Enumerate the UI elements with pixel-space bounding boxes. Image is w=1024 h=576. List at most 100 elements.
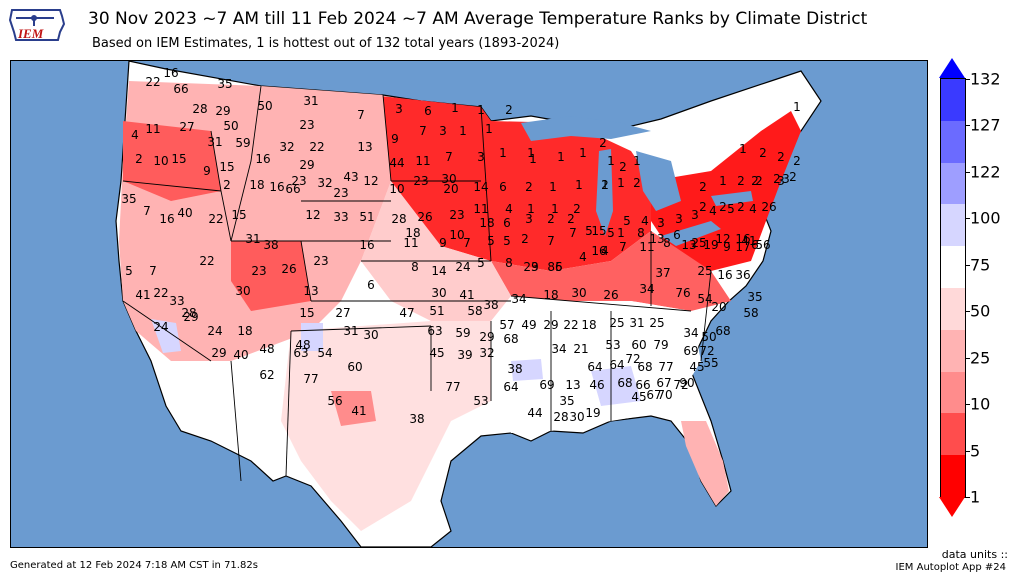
district-rank-label: 32 xyxy=(279,140,295,154)
district-rank-label: 26 xyxy=(281,262,297,276)
district-rank-label: 26 xyxy=(761,200,777,214)
lake-huron xyxy=(636,151,681,211)
iem-logo: IEM xyxy=(8,6,68,48)
district-rank-label: 51 xyxy=(359,210,375,224)
district-rank-label: 15 xyxy=(299,306,315,320)
district-rank-label: 58 xyxy=(743,306,759,320)
district-rank-label: 31 xyxy=(303,94,319,108)
district-rank-label: 28 xyxy=(192,102,208,116)
colorbar-bin xyxy=(941,120,965,163)
district-rank-label: 12 xyxy=(363,174,379,188)
district-rank-label: 2 xyxy=(737,200,745,214)
district-rank-label: 2 xyxy=(547,212,555,226)
district-rank-label: 30 xyxy=(431,286,447,300)
district-rank-label: 31 xyxy=(343,324,359,338)
district-rank-label: 1 xyxy=(633,154,641,168)
colorbar-bin xyxy=(941,413,965,456)
district-rank-label: 16 xyxy=(255,152,271,166)
district-rank-label: 9 xyxy=(723,240,731,254)
district-rank-label: 21 xyxy=(573,342,589,356)
district-rank-label: 20 xyxy=(443,182,459,196)
district-rank-label: 7 xyxy=(143,204,151,218)
district-rank-label: 2 xyxy=(567,212,575,226)
district-rank-label: 58 xyxy=(467,304,483,318)
district-rank-label: 17 xyxy=(735,240,751,254)
district-rank-label: 64 xyxy=(587,360,603,374)
colorbar-tick xyxy=(965,450,970,452)
district-rank-label: 1 xyxy=(719,174,727,188)
district-rank-label: 18 xyxy=(543,288,559,302)
district-rank-label: 32 xyxy=(479,346,495,360)
colorbar-tick-label: 100 xyxy=(970,208,1001,228)
district-rank-label: 69 xyxy=(539,378,555,392)
district-rank-label: 2 xyxy=(525,180,533,194)
colorbar-tick-label: 10 xyxy=(970,394,991,414)
district-rank-label: 31 xyxy=(629,316,645,330)
district-rank-label: 22 xyxy=(208,212,224,226)
district-rank-label: 40 xyxy=(233,348,249,362)
district-rank-label: 22 xyxy=(199,254,215,268)
district-rank-label: 34 xyxy=(683,326,699,340)
district-rank-label: 1 xyxy=(739,142,747,156)
district-rank-label: 33 xyxy=(169,294,185,308)
district-rank-label: 16 xyxy=(591,244,607,258)
district-rank-label: 2 xyxy=(793,154,801,168)
district-rank-label: 2 xyxy=(619,160,627,174)
district-rank-label: 26 xyxy=(417,210,433,224)
district-rank-label: 7 xyxy=(619,240,627,254)
district-rank-label: 59 xyxy=(235,136,251,150)
district-rank-label: 2 xyxy=(789,170,797,184)
district-rank-label: 1 xyxy=(607,154,615,168)
district-rank-label: 3 xyxy=(477,150,485,164)
district-rank-label: 30 xyxy=(441,172,457,186)
district-rank-label: 57 xyxy=(499,318,515,332)
district-rank-label: 25 xyxy=(691,236,707,250)
district-rank-label: 48 xyxy=(295,338,311,352)
zone-texas-red xyxy=(331,391,376,426)
district-rank-label: 29 xyxy=(479,330,495,344)
district-rank-label: 6 xyxy=(424,104,432,118)
district-rank-label: 3 xyxy=(782,172,790,186)
district-rank-label: 38 xyxy=(409,412,425,426)
district-rank-label: 24 xyxy=(207,324,223,338)
district-rank-label: 28 xyxy=(391,212,407,226)
district-rank-label: 49 xyxy=(521,318,537,332)
district-rank-label: 2 xyxy=(505,103,513,117)
district-rank-label: 9 xyxy=(439,236,447,250)
district-rank-label: 8 xyxy=(637,226,645,240)
colorbar-tick-label: 75 xyxy=(970,255,991,275)
district-rank-label: 7 xyxy=(357,108,365,122)
map-title: 30 Nov 2023 ~7 AM till 11 Feb 2024 ~7 AM… xyxy=(88,9,868,29)
data-units-label: data units :: xyxy=(941,548,1008,561)
district-rank-label: 13 xyxy=(357,140,373,154)
district-rank-label: 70 xyxy=(657,388,673,402)
district-rank-label: 5 xyxy=(607,226,615,240)
district-rank-label: 5 xyxy=(487,234,495,248)
district-rank-label: 7 xyxy=(547,234,555,248)
district-rank-label: 18 xyxy=(405,226,421,240)
colorbar-tick-label: 127 xyxy=(970,115,1001,135)
district-rank-label: 35 xyxy=(559,394,575,408)
svg-text:IEM: IEM xyxy=(17,26,44,41)
colorbar-tick xyxy=(965,311,970,313)
district-rank-label: 77 xyxy=(303,372,319,386)
zone-socal-blue xyxy=(151,319,181,353)
district-rank-label: 5 xyxy=(125,264,133,278)
colorbar-tick-label: 50 xyxy=(970,301,991,321)
district-rank-label: 23 xyxy=(313,254,329,268)
district-rank-label: 62 xyxy=(259,368,275,382)
district-rank-label: 77 xyxy=(658,360,674,374)
district-rank-label: 77 xyxy=(445,380,461,394)
district-rank-label: 14 xyxy=(431,264,447,278)
district-rank-label: 3 xyxy=(777,174,785,188)
lake-ontario xyxy=(711,191,753,206)
district-rank-label: 56 xyxy=(327,394,343,408)
district-rank-label: 44 xyxy=(527,406,543,420)
district-rank-label: 10 xyxy=(389,182,405,196)
zone-southeast-blue xyxy=(591,366,641,406)
district-rank-label: 68 xyxy=(715,324,731,338)
district-rank-label: 14 xyxy=(473,180,489,194)
district-rank-label: 18 xyxy=(581,318,597,332)
district-rank-label: 1 xyxy=(549,180,557,194)
district-rank-label: 4 xyxy=(641,214,649,228)
